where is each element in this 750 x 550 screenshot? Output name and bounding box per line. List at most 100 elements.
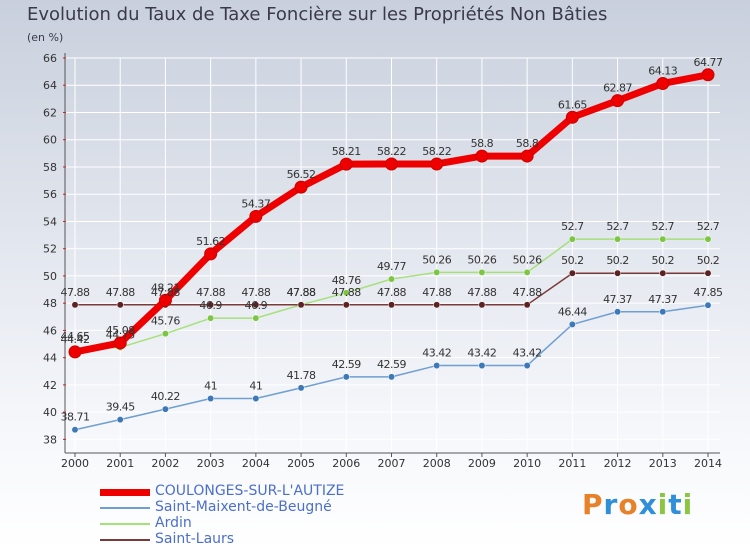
y-tick-label: 44 — [43, 352, 57, 365]
data-point — [659, 308, 667, 316]
data-label: 61.65 — [558, 98, 587, 111]
data-label: 45.08 — [106, 324, 135, 337]
data-label: 42.59 — [332, 358, 361, 371]
data-label: 58.22 — [377, 145, 406, 158]
data-point — [701, 68, 715, 82]
data-point — [207, 395, 215, 402]
legend-label: COULONGES-SUR-L'AUTIZE — [155, 483, 345, 499]
y-tick-label: 50 — [43, 270, 57, 283]
data-label: 41 — [204, 380, 217, 393]
data-point — [430, 157, 444, 171]
x-tick-label: 2001 — [106, 457, 134, 470]
data-label: 47.37 — [648, 293, 677, 306]
y-tick-label: 56 — [43, 188, 57, 201]
y-tick-label: 42 — [43, 379, 57, 392]
data-point — [342, 301, 350, 309]
data-label: 48.21 — [151, 281, 180, 294]
data-label: 54.37 — [241, 197, 270, 210]
data-point — [294, 180, 308, 194]
data-point — [478, 268, 486, 276]
data-label: 41.78 — [287, 369, 316, 382]
data-label: 45.76 — [151, 315, 180, 328]
data-point — [659, 235, 667, 243]
data-point — [614, 269, 622, 277]
x-tick-label: 2014 — [694, 457, 722, 470]
y-tick-label: 66 — [43, 52, 57, 65]
y-tick-label: 60 — [43, 134, 57, 147]
data-label: 47.37 — [603, 293, 632, 306]
data-point — [568, 320, 576, 328]
data-label: 38.71 — [61, 411, 90, 424]
data-point — [433, 362, 441, 370]
data-label: 58.8 — [516, 137, 539, 150]
data-label: 47.88 — [332, 286, 361, 299]
y-tick-label: 52 — [43, 243, 57, 256]
data-label: 47.88 — [196, 286, 225, 299]
logo-letter: i — [657, 488, 669, 521]
data-label: 39.45 — [106, 401, 135, 414]
data-point — [611, 94, 625, 108]
x-tick-label: 2011 — [558, 457, 586, 470]
data-label: 52.7 — [606, 220, 629, 233]
data-label: 50.2 — [606, 254, 629, 267]
data-point — [659, 269, 667, 277]
data-label: 42.59 — [377, 358, 406, 371]
x-tick-label: 2010 — [513, 457, 541, 470]
data-point — [116, 416, 124, 424]
data-point — [565, 110, 579, 124]
proxiti-logo[interactable]: Proxiti — [582, 488, 693, 521]
data-label: 56.52 — [287, 168, 316, 181]
logo-letter: i — [682, 488, 694, 521]
data-label: 58.8 — [471, 137, 494, 150]
logo-letter: x — [638, 488, 658, 521]
data-label: 47.88 — [287, 286, 316, 299]
data-label: 43.42 — [513, 347, 542, 360]
data-label: 44.42 — [61, 333, 90, 346]
data-point — [523, 301, 531, 309]
data-point — [113, 336, 127, 350]
data-label: 46.9 — [199, 299, 222, 312]
x-tick-label: 2012 — [604, 457, 632, 470]
data-point — [249, 209, 263, 223]
data-point — [433, 268, 441, 276]
x-tick-label: 2005 — [287, 457, 315, 470]
data-label: 46.44 — [558, 305, 587, 318]
data-point — [704, 301, 712, 309]
data-point — [71, 301, 79, 309]
data-label: 58.22 — [422, 145, 451, 158]
legend-label: Saint-Maixent-de-Beugné — [155, 499, 332, 515]
data-point — [704, 269, 712, 277]
data-label: 47.88 — [467, 286, 496, 299]
y-tick-label: 38 — [43, 433, 57, 446]
data-label: 50.26 — [513, 253, 542, 266]
y-tick-label: 58 — [43, 161, 57, 174]
y-tick-label: 64 — [43, 79, 57, 92]
legend-swatch — [100, 539, 150, 541]
data-label: 47.88 — [106, 286, 135, 299]
data-label: 64.13 — [648, 64, 677, 77]
legend-swatch — [100, 523, 150, 525]
data-label: 47.88 — [513, 286, 542, 299]
legend-swatch — [100, 507, 150, 509]
data-point — [297, 301, 305, 309]
data-label: 50.2 — [697, 254, 720, 267]
logo-letter: r — [603, 488, 619, 521]
data-point — [339, 157, 353, 171]
data-point — [204, 247, 218, 261]
data-label: 47.88 — [151, 286, 180, 299]
data-point — [475, 149, 489, 163]
data-point — [207, 314, 215, 322]
y-tick-label: 46 — [43, 324, 57, 337]
data-label: 47.88 — [422, 286, 451, 299]
x-tick-label: 2000 — [61, 457, 89, 470]
data-point — [297, 384, 305, 392]
data-point — [388, 373, 395, 381]
data-point — [158, 293, 172, 307]
data-label: 50.2 — [561, 254, 584, 267]
legend-label: Ardin — [155, 515, 192, 531]
data-point — [388, 275, 395, 283]
data-point — [161, 330, 169, 338]
data-label: 48.76 — [332, 274, 361, 287]
